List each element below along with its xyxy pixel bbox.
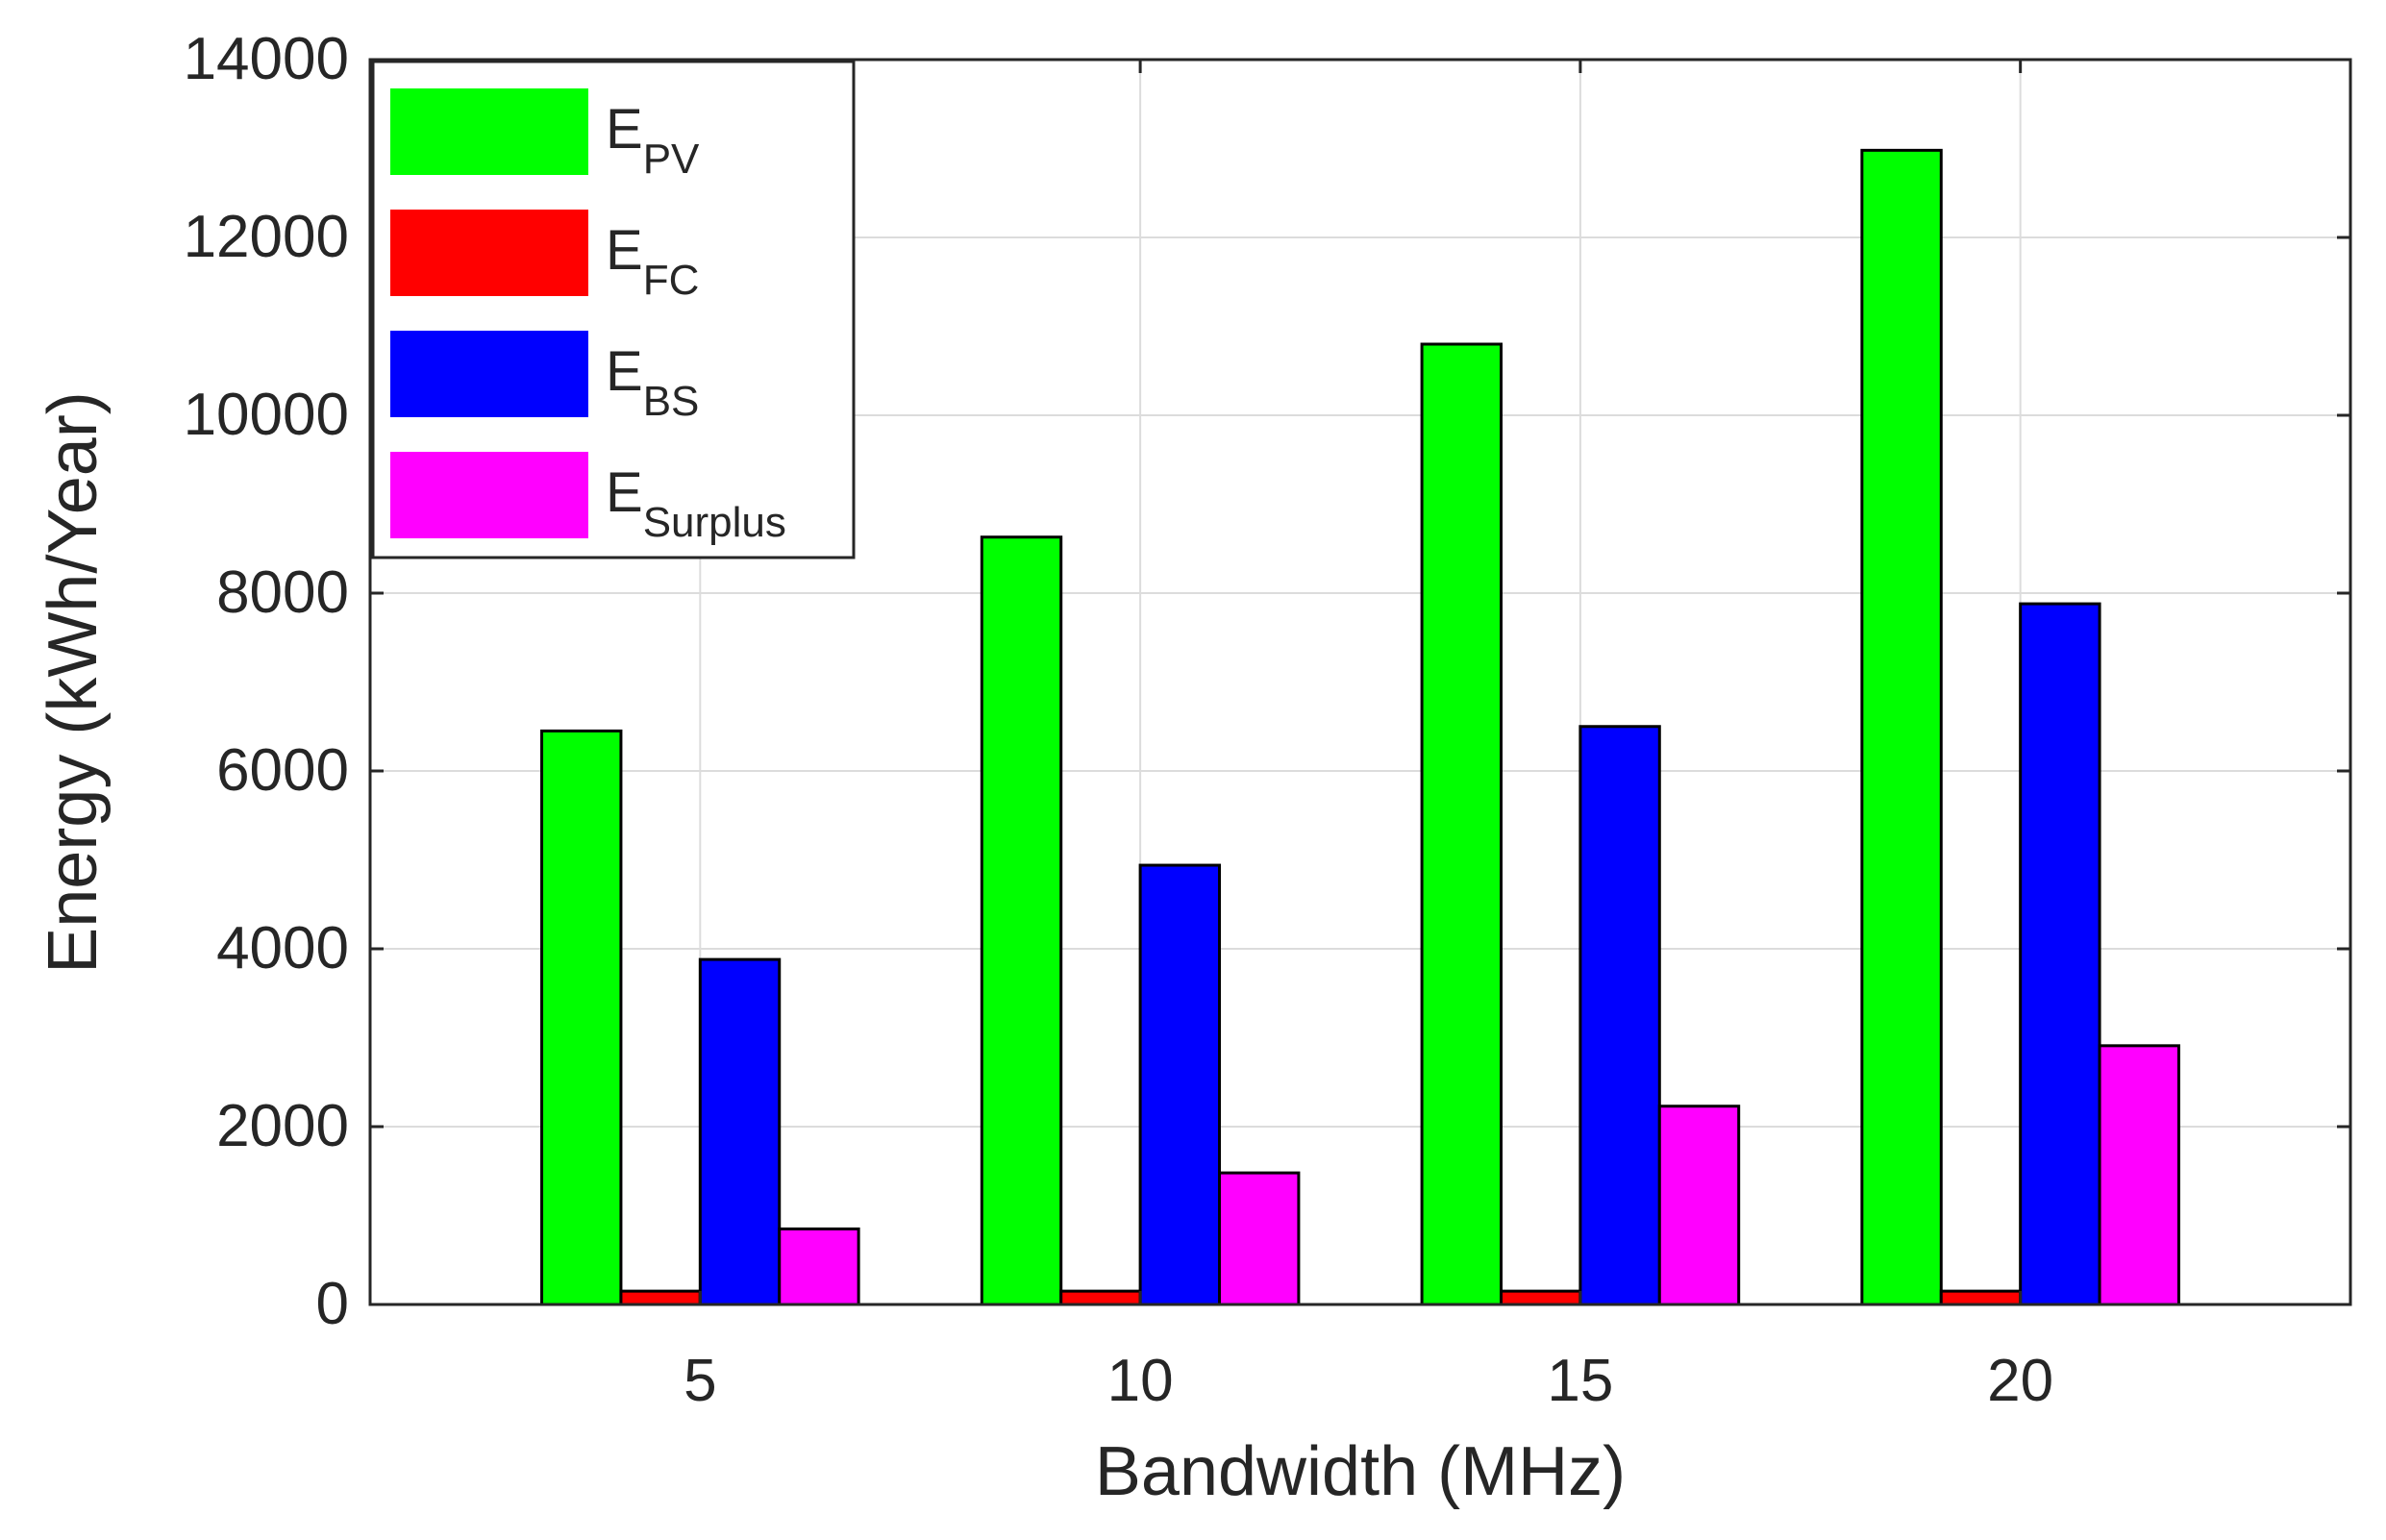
bar-fc-15 bbox=[1499, 1289, 1582, 1306]
legend-swatch-pv bbox=[390, 88, 588, 175]
x-tick-label: 5 bbox=[683, 1348, 716, 1414]
x-axis-label: Bandwidth (MHz) bbox=[1095, 1433, 1626, 1510]
legend-label-bs: EBS bbox=[606, 340, 699, 425]
y-tick-label: 0 bbox=[316, 1271, 349, 1337]
legend: EPV EFC EBS ESurplus bbox=[371, 60, 856, 559]
legend-swatch-bs bbox=[390, 331, 588, 417]
legend-swatch-fc bbox=[390, 210, 588, 296]
bar-bs-5 bbox=[698, 957, 782, 1306]
bar-bs-15 bbox=[1578, 725, 1661, 1306]
x-tick-label: 15 bbox=[1547, 1348, 1613, 1414]
legend-swatch-surplus bbox=[390, 452, 588, 538]
y-tick-label: 6000 bbox=[216, 737, 349, 804]
y-tick-label: 4000 bbox=[216, 915, 349, 981]
legend-label-fc: EFC bbox=[606, 219, 699, 304]
y-tick-label: 10000 bbox=[184, 382, 349, 448]
y-tick-label: 12000 bbox=[184, 204, 349, 270]
bar-surplus-15 bbox=[1657, 1105, 1741, 1306]
bar-bs-20 bbox=[2019, 602, 2101, 1306]
legend-label-pv: EPV bbox=[606, 98, 700, 183]
x-tick-label: 20 bbox=[1987, 1348, 2053, 1414]
y-axis-label: Energy (kWh/Year) bbox=[35, 391, 112, 974]
x-axis: 5 10 15 20 bbox=[683, 60, 2053, 1414]
bar-surplus-5 bbox=[778, 1227, 860, 1306]
plot-frame bbox=[368, 58, 2352, 1306]
y-tick-label: 14000 bbox=[184, 26, 349, 92]
y-tick-label: 8000 bbox=[216, 559, 349, 626]
bar-fc-20 bbox=[1939, 1289, 2023, 1306]
bar-pv-20 bbox=[1860, 148, 1943, 1306]
bars bbox=[540, 148, 2180, 1306]
bar-pv-15 bbox=[1420, 342, 1503, 1306]
y-tick-label: 2000 bbox=[216, 1093, 349, 1159]
bar-surplus-10 bbox=[1218, 1171, 1301, 1306]
bar-pv-5 bbox=[540, 729, 623, 1306]
bar-bs-10 bbox=[1138, 863, 1222, 1306]
y-axis: 0 2000 4000 6000 8000 10000 12000 14000 bbox=[184, 26, 2350, 1337]
bar-fc-5 bbox=[619, 1289, 702, 1306]
legend-label-surplus: ESurplus bbox=[606, 461, 786, 546]
bar-pv-10 bbox=[980, 535, 1063, 1306]
x-tick-label: 10 bbox=[1107, 1348, 1174, 1414]
bar-surplus-20 bbox=[2098, 1044, 2180, 1306]
bar-fc-10 bbox=[1059, 1289, 1142, 1306]
